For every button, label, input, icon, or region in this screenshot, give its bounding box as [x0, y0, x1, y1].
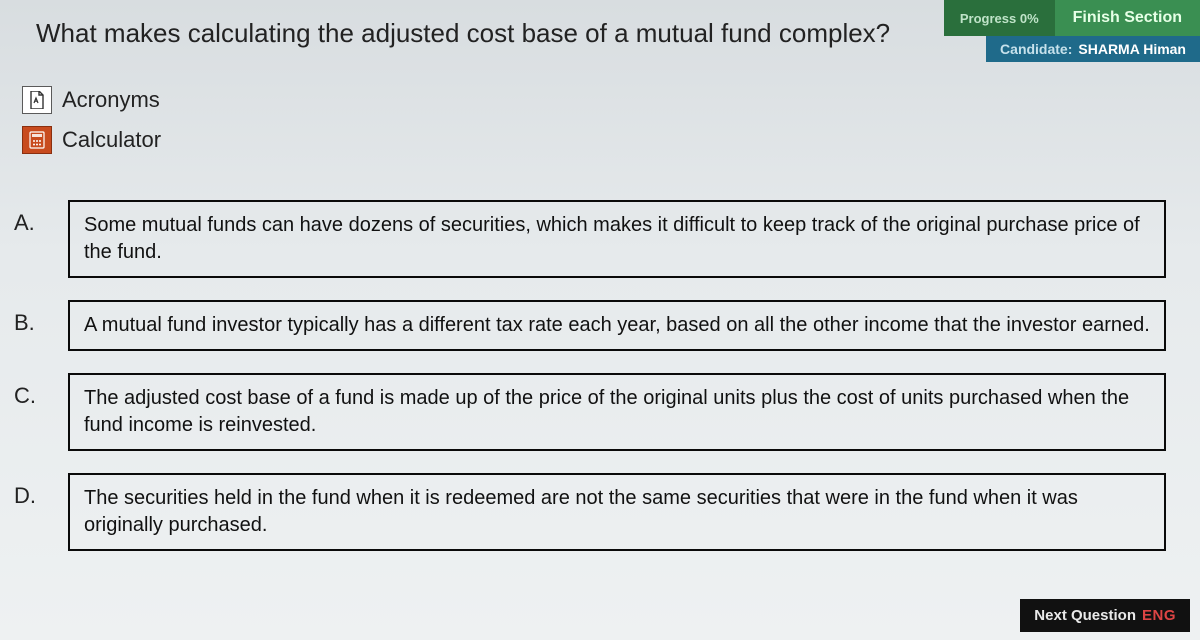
answer-letter: A.: [14, 200, 54, 236]
answer-choice-a[interactable]: Some mutual funds can have dozens of sec…: [68, 200, 1166, 278]
calculator-icon: [22, 126, 52, 154]
language-badge: ENG: [1142, 607, 1176, 624]
acronyms-tool[interactable]: Acronyms: [22, 86, 161, 114]
answer-row: C. The adjusted cost base of a fund is m…: [14, 373, 1166, 451]
finish-section-label: Finish Section: [1073, 9, 1182, 27]
answer-letter: D.: [14, 473, 54, 509]
answer-row: D. The securities held in the fund when …: [14, 473, 1166, 551]
answer-letter: C.: [14, 373, 54, 409]
candidate-bar: Candidate: SHARMA Himan: [986, 36, 1200, 62]
document-icon: [22, 86, 52, 114]
acronyms-label: Acronyms: [62, 87, 160, 113]
next-question-button[interactable]: Next Question ENG: [1020, 599, 1190, 632]
tools-panel: Acronyms Calculator: [22, 86, 161, 154]
answers-list: A. Some mutual funds can have dozens of …: [14, 200, 1166, 551]
finish-section-button[interactable]: Finish Section: [1055, 0, 1200, 36]
answer-text: The securities held in the fund when it …: [84, 487, 1078, 536]
answer-choice-d[interactable]: The securities held in the fund when it …: [68, 473, 1166, 551]
calculator-tool[interactable]: Calculator: [22, 126, 161, 154]
answer-row: B. A mutual fund investor typically has …: [14, 300, 1166, 351]
answer-choice-b[interactable]: A mutual fund investor typically has a d…: [68, 300, 1166, 351]
answer-text: The adjusted cost base of a fund is made…: [84, 387, 1129, 436]
progress-label: Progress 0%: [960, 11, 1039, 26]
next-question-label: Next Question: [1034, 607, 1136, 624]
answer-row: A. Some mutual funds can have dozens of …: [14, 200, 1166, 278]
progress-chip: Progress 0%: [944, 0, 1055, 36]
answer-letter: B.: [14, 300, 54, 336]
question-text: What makes calculating the adjusted cost…: [36, 18, 960, 49]
top-bar: Progress 0% Finish Section: [944, 0, 1200, 36]
calculator-label: Calculator: [62, 127, 161, 153]
candidate-label: Candidate:: [1000, 41, 1072, 57]
answer-choice-c[interactable]: The adjusted cost base of a fund is made…: [68, 373, 1166, 451]
answer-text: A mutual fund investor typically has a d…: [84, 314, 1150, 336]
candidate-name: SHARMA Himan: [1078, 41, 1186, 57]
answer-text: Some mutual funds can have dozens of sec…: [84, 214, 1140, 263]
